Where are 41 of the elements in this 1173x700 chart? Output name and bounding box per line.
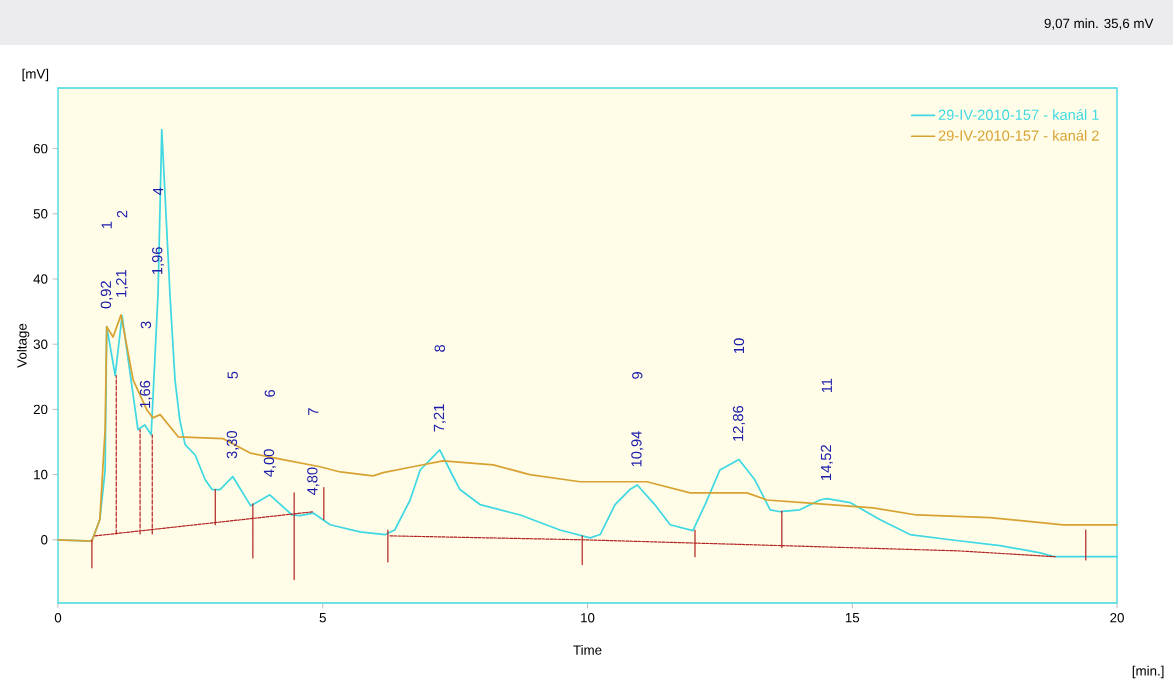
x-tick-label: 15	[845, 613, 860, 623]
y-tick-label: 40	[33, 274, 48, 284]
annotation: 9	[632, 372, 643, 379]
annotation: 0,92	[100, 281, 113, 309]
annotation: 10	[733, 338, 745, 353]
annotation: 2	[116, 210, 128, 218]
x-tick-label: 0	[54, 613, 62, 623]
annotation: 5	[227, 371, 238, 379]
annotation: 7	[308, 408, 319, 415]
annotation: 1,96	[152, 247, 165, 274]
y-tick-label: 10	[34, 469, 48, 480]
annotation: 4,00	[263, 449, 276, 477]
y-tick-label: 0	[41, 535, 48, 545]
y-axis-title: Voltage	[16, 323, 30, 368]
y-tick-label: 60	[33, 143, 48, 154]
legend-label: 29-IV-2010-157 - kanál 2	[938, 129, 1099, 141]
text: [mV]	[22, 68, 49, 82]
text: 9,07 min. 35,6 mV	[1044, 18, 1154, 30]
annotation: 14,52	[820, 445, 833, 480]
x-tick-label: 20	[1110, 613, 1124, 623]
annotation: 7,21	[433, 404, 446, 432]
annotation: 8	[434, 344, 445, 352]
y-tick-label: 50	[33, 209, 48, 219]
annotation: 12,86	[732, 405, 746, 441]
annotation: 1,21	[116, 270, 129, 297]
annotation: 1	[101, 221, 112, 229]
text: [min.]	[1132, 665, 1164, 679]
annotation: 4,80	[307, 467, 320, 496]
x-tick-label: 5	[319, 613, 326, 623]
legend-label: 29-IV-2010-157 - kanál 1	[938, 109, 1099, 120]
y-tick-label: 20	[33, 404, 48, 415]
x-axis-title: Time	[573, 644, 602, 655]
annotation: 3,30	[226, 430, 239, 459]
annotation: 11	[821, 378, 832, 393]
annotation: 4	[153, 187, 164, 196]
annotation: 1,66	[139, 380, 152, 408]
annotation: 10,94	[631, 431, 644, 467]
x-tick-label: 10	[581, 613, 595, 623]
annotation: 6	[264, 389, 275, 397]
y-tick-label: 30	[33, 339, 48, 349]
annotation: 3	[140, 321, 152, 329]
